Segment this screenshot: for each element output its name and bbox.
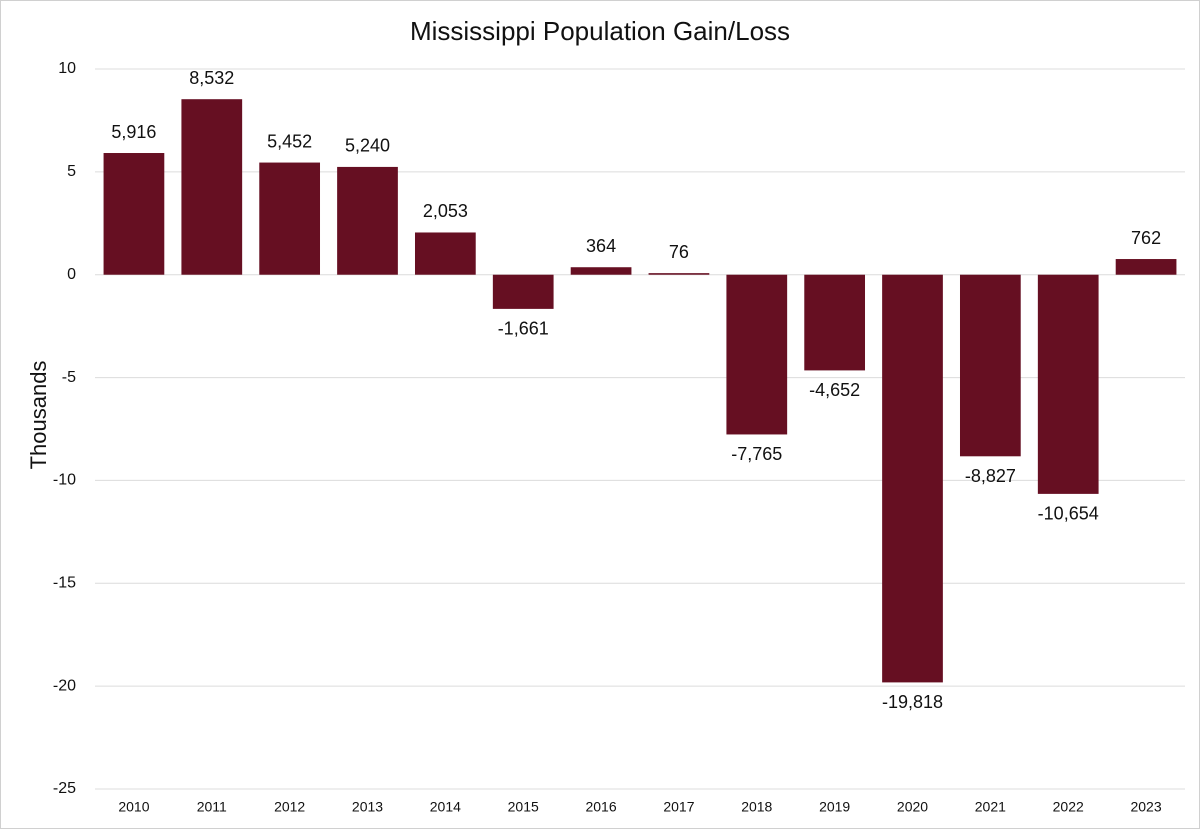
x-tick-label: 2017 <box>663 799 694 815</box>
data-label: -19,818 <box>882 692 943 712</box>
data-label: -8,827 <box>965 466 1016 486</box>
data-label: 8,532 <box>189 68 234 88</box>
data-label: 2,053 <box>423 201 468 221</box>
y-tick-label: -15 <box>53 575 76 592</box>
x-tick-label: 2014 <box>430 799 461 815</box>
data-label: -1,661 <box>498 319 549 339</box>
bar <box>804 274 866 371</box>
x-tick-label: 2013 <box>352 799 383 815</box>
x-tick-label: 2010 <box>118 799 149 815</box>
chart-title: Mississippi Population Gain/Loss <box>410 16 790 46</box>
data-label: 76 <box>669 242 689 262</box>
bar <box>103 153 165 275</box>
data-label: -4,652 <box>809 380 860 400</box>
y-tick-label: 5 <box>67 163 76 180</box>
x-tick-label: 2016 <box>585 799 616 815</box>
y-tick-label: -20 <box>53 677 76 694</box>
x-tick-label: 2023 <box>1130 799 1161 815</box>
data-label: -7,765 <box>731 444 782 464</box>
x-tick-label: 2022 <box>1053 799 1084 815</box>
data-label: 762 <box>1131 228 1161 248</box>
bar <box>648 273 710 275</box>
data-label: 5,452 <box>267 131 312 151</box>
y-tick-label: -10 <box>53 472 76 489</box>
x-tick-label: 2021 <box>975 799 1006 815</box>
data-label: -10,654 <box>1038 504 1099 524</box>
bar <box>1037 274 1099 494</box>
y-axis-label: Thousands <box>26 361 51 470</box>
bar <box>1115 259 1177 275</box>
x-tick-label: 2012 <box>274 799 305 815</box>
y-tick-label: 0 <box>67 266 76 283</box>
bar <box>726 274 788 435</box>
data-label: 5,240 <box>345 136 390 156</box>
bar <box>337 166 398 275</box>
x-tick-label: 2020 <box>897 799 928 815</box>
x-tick-label: 2011 <box>197 799 227 815</box>
bar <box>259 162 321 275</box>
y-tick-label: -25 <box>53 780 76 797</box>
bar <box>414 232 476 275</box>
x-tick-label: 2015 <box>508 799 539 815</box>
bar <box>181 99 243 275</box>
y-tick-label: -5 <box>62 369 76 386</box>
data-label: 5,916 <box>111 122 156 142</box>
bar <box>959 274 1021 457</box>
x-tick-label: 2018 <box>741 799 772 815</box>
bar <box>570 267 632 275</box>
data-label: 364 <box>586 236 616 256</box>
bar <box>492 274 554 309</box>
bar <box>882 274 943 683</box>
x-tick-label: 2019 <box>819 799 850 815</box>
y-tick-label: 10 <box>58 60 76 77</box>
